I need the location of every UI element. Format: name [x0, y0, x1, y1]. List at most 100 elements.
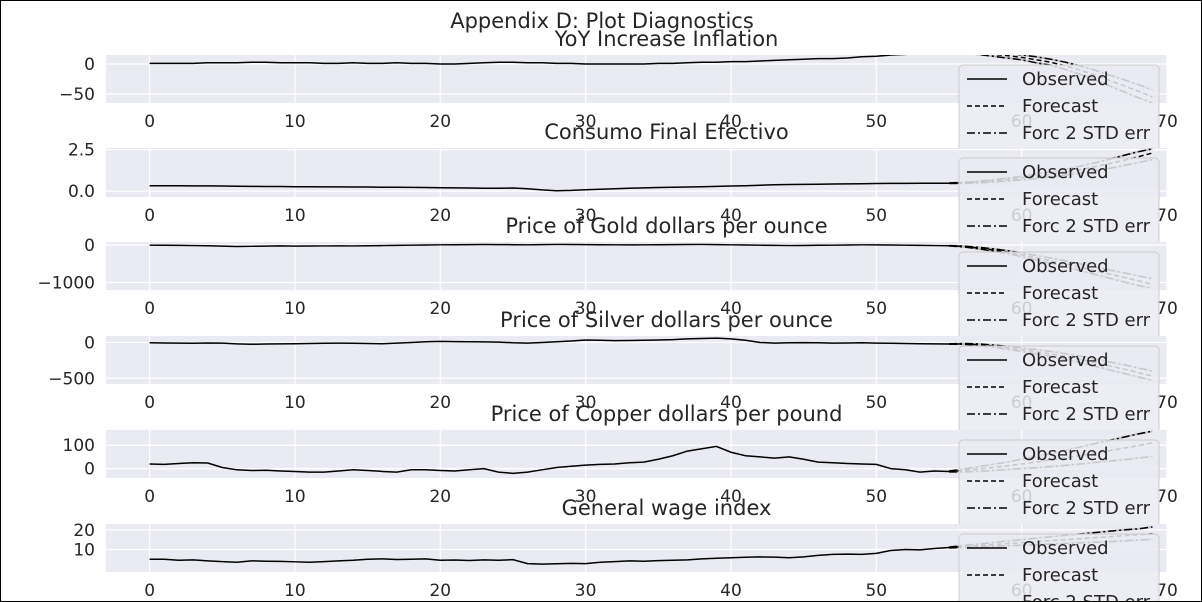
x-tick-label: 10	[284, 206, 306, 226]
legend-forc-std-err-label: Forc 2 STD err	[1022, 123, 1151, 144]
y-tick-label: 2.5	[68, 141, 95, 161]
x-tick-label: 50	[865, 581, 887, 601]
x-tick-label: 20	[429, 299, 451, 319]
legend-forecast-label: Forecast	[1022, 565, 1098, 586]
x-tick-label: 40	[720, 206, 742, 226]
legend-observed-label: Observed	[1022, 162, 1109, 183]
observed-line	[149, 182, 949, 192]
legend: Observed Forecast Forc 2 STD err	[958, 533, 1160, 601]
x-tick-label: 70	[1156, 299, 1178, 319]
observed-line	[149, 445, 950, 475]
x-tick-label: 40	[720, 112, 742, 132]
x-tick-label: 10	[284, 299, 306, 319]
x-tick-label: 0	[144, 393, 155, 413]
legend-observed-label: Observed	[1022, 350, 1109, 371]
y-tick-label: 20	[73, 521, 95, 541]
legend: Observed Forecast Forc 2 STD err	[958, 439, 1160, 527]
legend-observed-label: Observed	[1022, 444, 1109, 465]
legend: Observed Forecast Forc 2 STD err	[958, 64, 1160, 152]
x-tick-label: 20	[429, 581, 451, 601]
x-tick-label: 10	[284, 393, 306, 413]
subplot-6: General wage index2010010203040506070Obs…	[73, 496, 1178, 601]
legend: Observed Forecast Forc 2 STD err	[958, 251, 1160, 339]
y-tick-label: −50	[59, 85, 95, 105]
observed-line	[149, 337, 949, 345]
x-tick-label: 0	[144, 299, 155, 319]
legend-forc-std-err-label: Forc 2 STD err	[1022, 404, 1151, 425]
legend-forc-std-err-label: Forc 2 STD err	[1022, 592, 1151, 601]
x-tick-label: 70	[1156, 393, 1178, 413]
y-tick-label: −500	[48, 369, 95, 389]
y-tick-label: −1000	[37, 274, 95, 294]
y-tick-label: 0.0	[68, 182, 95, 202]
subplot-title: Price of Silver dollars per ounce	[500, 308, 833, 332]
x-tick-label: 0	[144, 112, 155, 132]
x-tick-label: 0	[144, 206, 155, 226]
legend-box	[958, 533, 1160, 601]
x-tick-label: 40	[720, 299, 742, 319]
subplot-2: Consumo Final Efectivo2.50.0010203040506…	[68, 120, 1178, 245]
subplot-4: Price of Silver dollars per ounce 0 −500 0 1…	[48, 308, 1178, 433]
legend-observed-label: Observed	[1022, 538, 1109, 559]
x-tick-label: 30	[575, 581, 597, 601]
x-tick-label: 70	[1156, 487, 1178, 507]
subplot-1: YoY Increase Inflation0−5001020304050607…	[59, 27, 1178, 152]
x-tick-label: 0	[144, 487, 155, 507]
x-tick-label: 30	[575, 206, 597, 226]
x-tick-label: 40	[720, 487, 742, 507]
x-tick-label: 20	[429, 393, 451, 413]
x-tick-label: 20	[429, 206, 451, 226]
legend-observed-label: Observed	[1022, 256, 1109, 277]
observed-line	[149, 55, 908, 65]
subplot-title: YoY Increase Inflation	[554, 27, 779, 51]
x-tick-label: 40	[720, 581, 742, 601]
x-tick-label: 50	[865, 299, 887, 319]
y-tick-label: 0	[84, 55, 95, 75]
y-tick-label: 100	[63, 436, 95, 456]
legend-forc-std-err-label: Forc 2 STD err	[1022, 310, 1151, 331]
x-tick-label: 30	[575, 112, 597, 132]
x-tick-label: 40	[720, 393, 742, 413]
subplot-title: General wage index	[562, 496, 772, 520]
x-tick-label: 30	[575, 299, 597, 319]
legend-forc-std-err-label: Forc 2 STD err	[1022, 498, 1151, 519]
subplot-title: Price of Gold dollars per ounce	[505, 214, 827, 238]
subplot-title: Consumo Final Efectivo	[544, 120, 789, 144]
figure-title: Appendix D: Plot Diagnostics	[450, 9, 754, 33]
x-tick-label: 10	[284, 112, 306, 132]
x-tick-label: 20	[429, 112, 451, 132]
x-tick-label: 70	[1156, 206, 1178, 226]
observed-line	[149, 546, 950, 565]
x-tick-label: 70	[1156, 581, 1178, 601]
subplot-3: Price of Gold dollars per ounce 0 −1000 0 10…	[37, 214, 1178, 339]
x-tick-label: 30	[575, 393, 597, 413]
x-tick-label: 0	[144, 581, 155, 601]
subplot-title: Price of Copper dollars per pound	[491, 402, 843, 426]
observed-line	[149, 243, 949, 248]
legend-forecast-label: Forecast	[1022, 377, 1098, 398]
legend-forc-std-err-label: Forc 2 STD err	[1022, 216, 1151, 237]
y-tick-label: 0	[84, 236, 95, 256]
x-tick-label: 30	[575, 487, 597, 507]
x-tick-label: 50	[865, 206, 887, 226]
y-tick-label: 0	[84, 460, 95, 480]
x-tick-label: 50	[865, 393, 887, 413]
legend: Observed Forecast Forc 2 STD err	[958, 345, 1160, 433]
x-tick-label: 50	[865, 487, 887, 507]
legend-forecast-label: Forecast	[1022, 96, 1098, 117]
y-tick-label: 0	[84, 333, 95, 353]
x-tick-label: 50	[865, 112, 887, 132]
x-tick-label: 10	[284, 581, 306, 601]
subplot-5: Price of Copper dollars per pound 100 0 0 10…	[63, 402, 1178, 527]
legend-forecast-label: Forecast	[1022, 189, 1098, 210]
legend-forecast-label: Forecast	[1022, 471, 1098, 492]
x-tick-label: 10	[284, 487, 306, 507]
y-tick-label: 10	[73, 540, 95, 560]
legend-observed-label: Observed	[1022, 69, 1109, 90]
legend-forecast-label: Forecast	[1022, 283, 1098, 304]
legend: Observed Forecast Forc 2 STD err	[958, 157, 1160, 245]
x-tick-label: 20	[429, 487, 451, 507]
x-tick-label: 70	[1156, 112, 1178, 132]
